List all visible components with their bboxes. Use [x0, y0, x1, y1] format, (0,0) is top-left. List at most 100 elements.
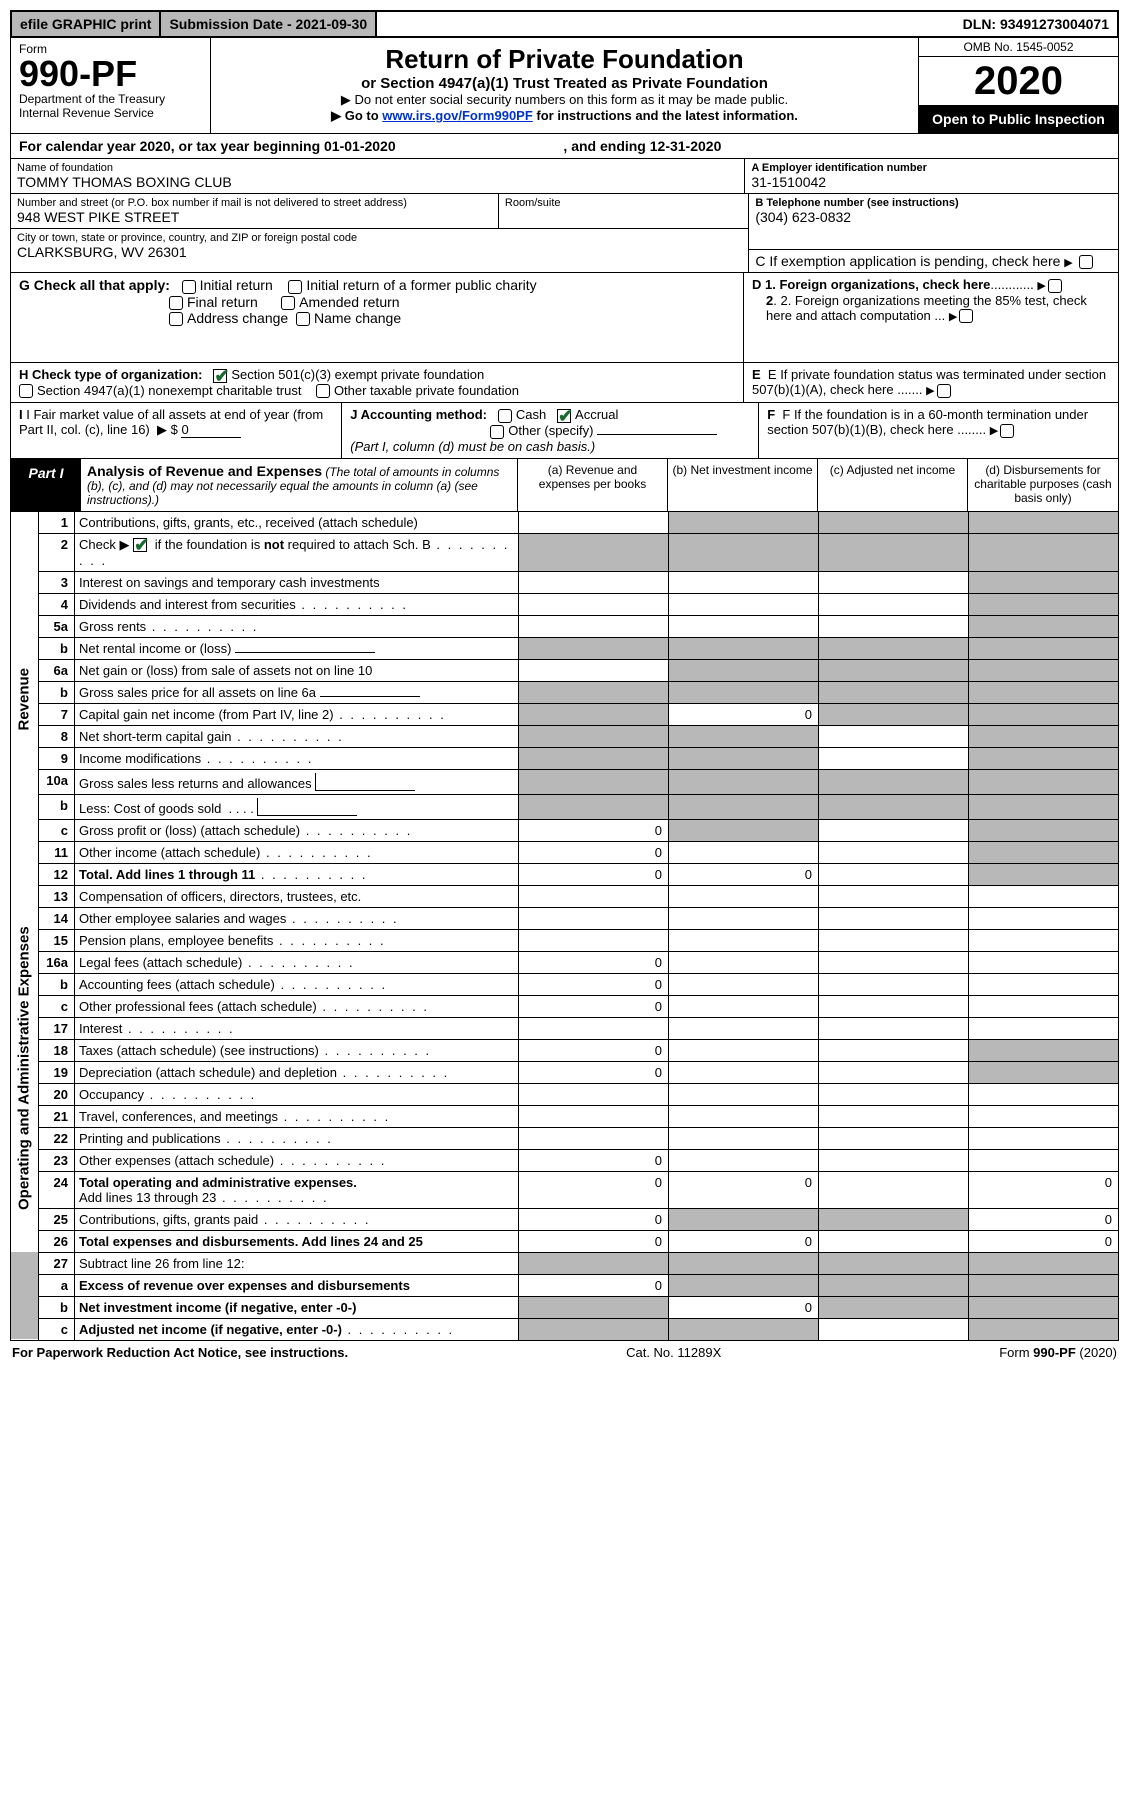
cell-val: 0 [519, 951, 669, 973]
line-num: 15 [39, 929, 75, 951]
footer-right: Form 990-PF (2020) [999, 1345, 1117, 1360]
table-row: Revenue 1Contributions, gifts, grants, e… [11, 512, 1119, 534]
line-num: 27 [39, 1252, 75, 1274]
line-num: 25 [39, 1208, 75, 1230]
col-d-head: (d) Disbursements for charitable purpose… [968, 459, 1118, 511]
part1-label: Part I [11, 459, 81, 511]
l27ab: Excess of revenue over expenses and disb… [79, 1278, 410, 1293]
h-section: H Check type of organization: Section 50… [11, 363, 744, 402]
j-other-checkbox[interactable] [490, 425, 504, 439]
d1-label: D 1. Foreign organizations, check here [752, 277, 990, 292]
l10b: Less: Cost of goods sold [79, 801, 221, 816]
table-row: cAdjusted net income (if negative, enter… [11, 1318, 1119, 1340]
line-desc: Net investment income (if negative, ente… [75, 1296, 519, 1318]
table-row: bNet investment income (if negative, ent… [11, 1296, 1119, 1318]
line-num: b [39, 973, 75, 995]
irs-link[interactable]: www.irs.gov/Form990PF [382, 108, 533, 123]
i-value: 0 [181, 422, 241, 438]
line-num: 10a [39, 769, 75, 794]
cell-val: 0 [519, 863, 669, 885]
j-section: J Accounting method: Cash Accrual Other … [342, 403, 759, 457]
table-row: cGross profit or (loss) (attach schedule… [11, 819, 1119, 841]
c-checkbox[interactable] [1079, 255, 1093, 269]
line-num: 9 [39, 747, 75, 769]
g-initial-former-checkbox[interactable] [288, 280, 302, 294]
table-row: 2Check ▶ if the foundation is not requir… [11, 533, 1119, 571]
line-num: 18 [39, 1039, 75, 1061]
table-row: 20Occupancy [11, 1083, 1119, 1105]
cell-val: 0 [969, 1230, 1119, 1252]
line-num: b [39, 794, 75, 819]
h-4947-checkbox[interactable] [19, 384, 33, 398]
g-initial-checkbox[interactable] [182, 280, 196, 294]
d1-checkbox[interactable] [1048, 279, 1062, 293]
line-desc: Accounting fees (attach schedule) [75, 973, 519, 995]
footer-left: For Paperwork Reduction Act Notice, see … [12, 1345, 348, 1360]
form-title: Return of Private Foundation [221, 44, 908, 75]
line-desc: Contributions, gifts, grants paid [75, 1208, 519, 1230]
street-value: 948 WEST PIKE STREET [17, 209, 492, 225]
irs-label: Internal Revenue Service [19, 106, 202, 120]
line-desc: Interest [75, 1017, 519, 1039]
f-checkbox[interactable] [1000, 424, 1014, 438]
name-ein-row: Name of foundation TOMMY THOMAS BOXING C… [10, 159, 1119, 194]
schb-checkbox[interactable] [133, 538, 147, 552]
expenses-side-label: Operating and Administrative Expenses [11, 885, 39, 1252]
g-amended-checkbox[interactable] [281, 296, 295, 310]
revenue-side-label: Revenue [11, 512, 39, 886]
cell-val: 0 [519, 1230, 669, 1252]
g-address-checkbox[interactable] [169, 312, 183, 326]
blank-side [11, 1252, 39, 1340]
note-goto: ▶ Go to www.irs.gov/Form990PF for instru… [221, 108, 908, 124]
line-desc: Other employee salaries and wages [75, 907, 519, 929]
line-desc: Check ▶ if the foundation is not require… [75, 533, 519, 571]
l24b2: Add lines 13 through 23 [79, 1190, 329, 1205]
h-other-checkbox[interactable] [316, 384, 330, 398]
cell-val: 0 [519, 1149, 669, 1171]
cell-val: 0 [669, 1230, 819, 1252]
line-num: b [39, 681, 75, 703]
g-o5: Address change [187, 310, 288, 326]
g-final-checkbox[interactable] [169, 296, 183, 310]
address-row: Number and street (or P.O. box number if… [10, 194, 1119, 273]
note2-pre: ▶ Go to [331, 108, 382, 123]
table-row: 17Interest [11, 1017, 1119, 1039]
h-e-row: H Check type of organization: Section 50… [10, 363, 1119, 403]
cell-val: 0 [669, 1296, 819, 1318]
table-row: bNet rental income or (loss) [11, 637, 1119, 659]
table-row: Operating and Administrative Expenses 13… [11, 885, 1119, 907]
line-desc: Printing and publications [75, 1127, 519, 1149]
table-row: 7Capital gain net income (from Part IV, … [11, 703, 1119, 725]
table-row: 4Dividends and interest from securities [11, 593, 1119, 615]
efile-label: efile GRAPHIC print [12, 12, 161, 36]
g-name-checkbox[interactable] [296, 312, 310, 326]
j-label: J Accounting method: [350, 407, 487, 422]
l10a: Gross sales less returns and allowances [79, 776, 312, 791]
l5b-line [235, 652, 375, 653]
table-row: aExcess of revenue over expenses and dis… [11, 1274, 1119, 1296]
line-desc: Subtract line 26 from line 12: [75, 1252, 519, 1274]
line-num: 26 [39, 1230, 75, 1252]
table-row: 15Pension plans, employee benefits [11, 929, 1119, 951]
d2-checkbox[interactable] [959, 309, 973, 323]
h-o1: Section 501(c)(3) exempt private foundat… [231, 367, 484, 382]
header-left: Form 990-PF Department of the Treasury I… [11, 38, 211, 133]
header-right: OMB No. 1545-0052 2020 Open to Public In… [918, 38, 1118, 133]
line-desc: Net gain or (loss) from sale of assets n… [75, 659, 519, 681]
h-501c3-checkbox[interactable] [213, 369, 227, 383]
line-desc: Gross sales less returns and allowances [75, 769, 519, 794]
j-cash-checkbox[interactable] [498, 409, 512, 423]
cell-val: 0 [519, 1039, 669, 1061]
line-desc: Total. Add lines 1 through 11 [75, 863, 519, 885]
note2-post: for instructions and the latest informat… [533, 108, 798, 123]
table-row: 11Other income (attach schedule)0 [11, 841, 1119, 863]
line-num: 17 [39, 1017, 75, 1039]
d2-label: 2. Foreign organizations meeting the 85%… [766, 293, 1087, 323]
i-val-lbl: ▶ $ [157, 422, 178, 437]
line-num: 8 [39, 725, 75, 747]
city-value: CLARKSBURG, WV 26301 [17, 244, 742, 260]
line-desc: Pension plans, employee benefits [75, 929, 519, 951]
part1-header: Part I Analysis of Revenue and Expenses … [10, 459, 1119, 512]
j-accrual-checkbox[interactable] [557, 409, 571, 423]
e-checkbox[interactable] [937, 384, 951, 398]
